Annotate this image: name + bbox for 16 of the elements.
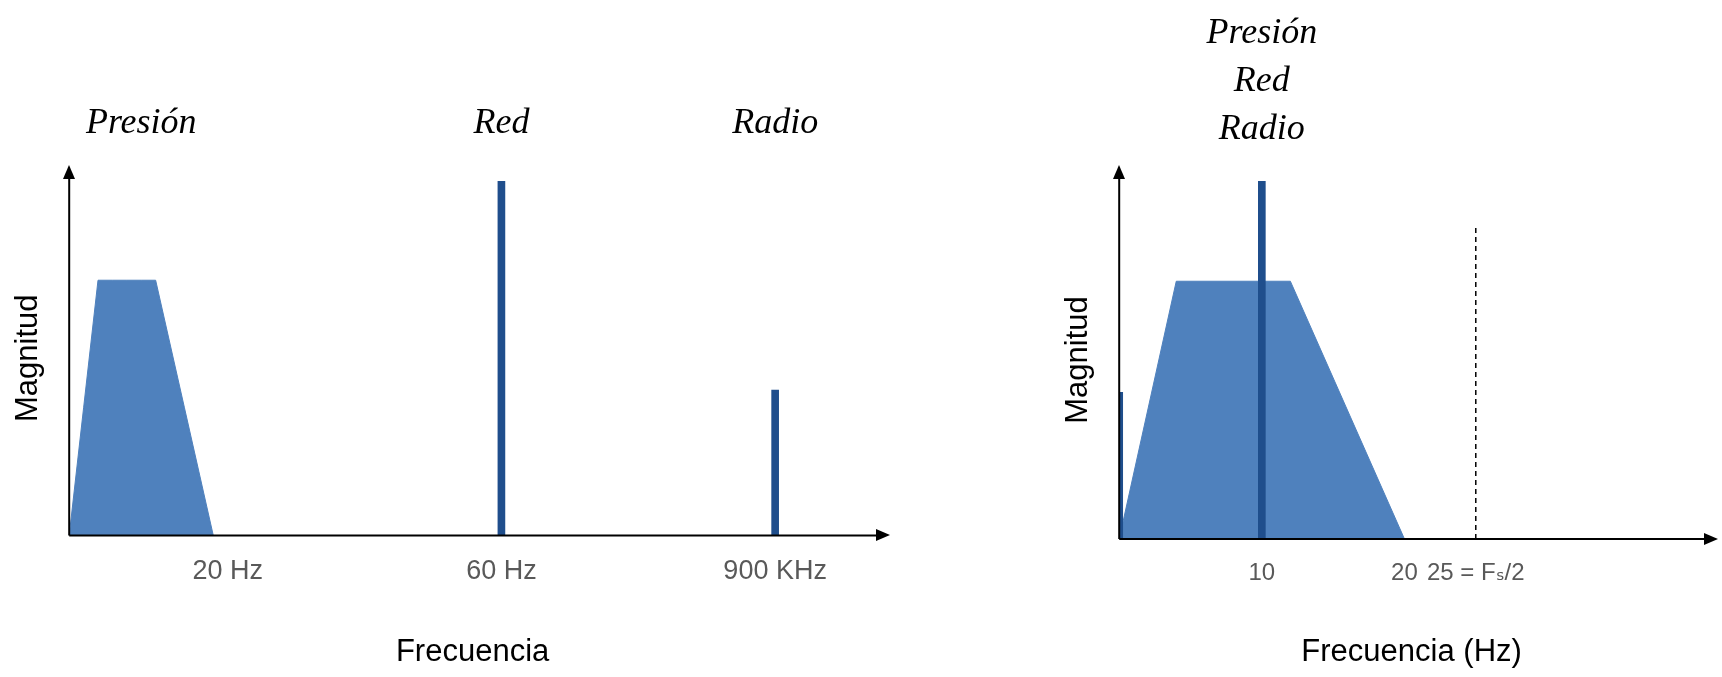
x-tick-label: 60 Hz — [466, 555, 537, 586]
x-axis-title: Frecuencia (Hz) — [1301, 632, 1522, 668]
x-tick-label: 20 Hz — [192, 555, 263, 586]
text: Presión — [1205, 11, 1318, 51]
text: Red — [1232, 59, 1291, 99]
x-axis-title: Frecuencia — [395, 632, 551, 668]
y-axis-title: Magnitud — [9, 294, 45, 422]
text: Radio — [731, 101, 819, 141]
x-tick-label: 900 KHz — [723, 555, 827, 586]
y-axis-title: Magnitud — [1059, 296, 1095, 424]
x-tick-label: 10 — [1248, 558, 1276, 586]
x-tick-label: 20 — [1391, 558, 1418, 586]
text: Red — [472, 101, 531, 141]
text: Presión — [84, 101, 197, 141]
text: Radio — [1217, 107, 1305, 147]
x-tick-label: 25 = Fₛ/2 — [1426, 558, 1525, 586]
